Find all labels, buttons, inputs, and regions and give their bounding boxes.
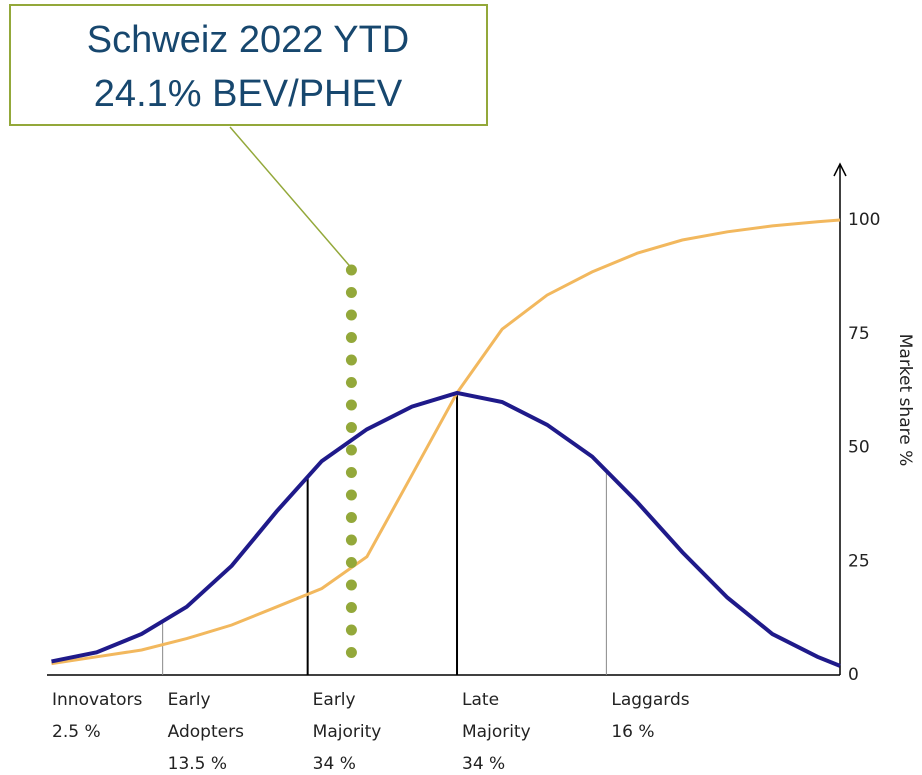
category-label: Early Majority [313, 690, 382, 742]
connector [229, 126, 352, 269]
category-word: Early [168, 690, 211, 710]
y-tick-label: 0 [848, 665, 859, 685]
category-word: Majority [462, 722, 531, 742]
annotation-box [9, 4, 488, 126]
y-tick-label: 50 [848, 438, 870, 458]
segment-share: 34 % [313, 754, 356, 774]
category-word: Innovators [52, 690, 142, 710]
category-word: Early [313, 690, 356, 710]
category-word: Late [462, 690, 499, 710]
annotation-label: 24.1% BEV/PHEV [94, 73, 403, 115]
segment-share: 16 % [611, 722, 654, 742]
category-label: Laggards [611, 690, 689, 710]
curve [51, 390, 841, 668]
segment-share: 2.5 % [52, 722, 101, 742]
y-axis-label: Market share % [895, 334, 915, 467]
axis-arrow [833, 162, 847, 177]
y-tick-label: 25 [848, 551, 870, 571]
y-tick-label: 100 [848, 210, 880, 230]
category-label: Early Adopters [168, 690, 244, 742]
curve [51, 218, 841, 666]
segment-share: 34 % [462, 754, 505, 774]
annotation-title: Schweiz 2022 YTD [87, 19, 409, 61]
category-label: Late Majority [462, 690, 531, 742]
category-word: Majority [313, 722, 382, 742]
category-word: Adopters [168, 722, 244, 742]
y-tick-label: 75 [848, 324, 870, 344]
category-label: Innovators [52, 690, 142, 710]
category-word: Laggards [611, 690, 689, 710]
segment-share: 13.5 % [168, 754, 227, 774]
